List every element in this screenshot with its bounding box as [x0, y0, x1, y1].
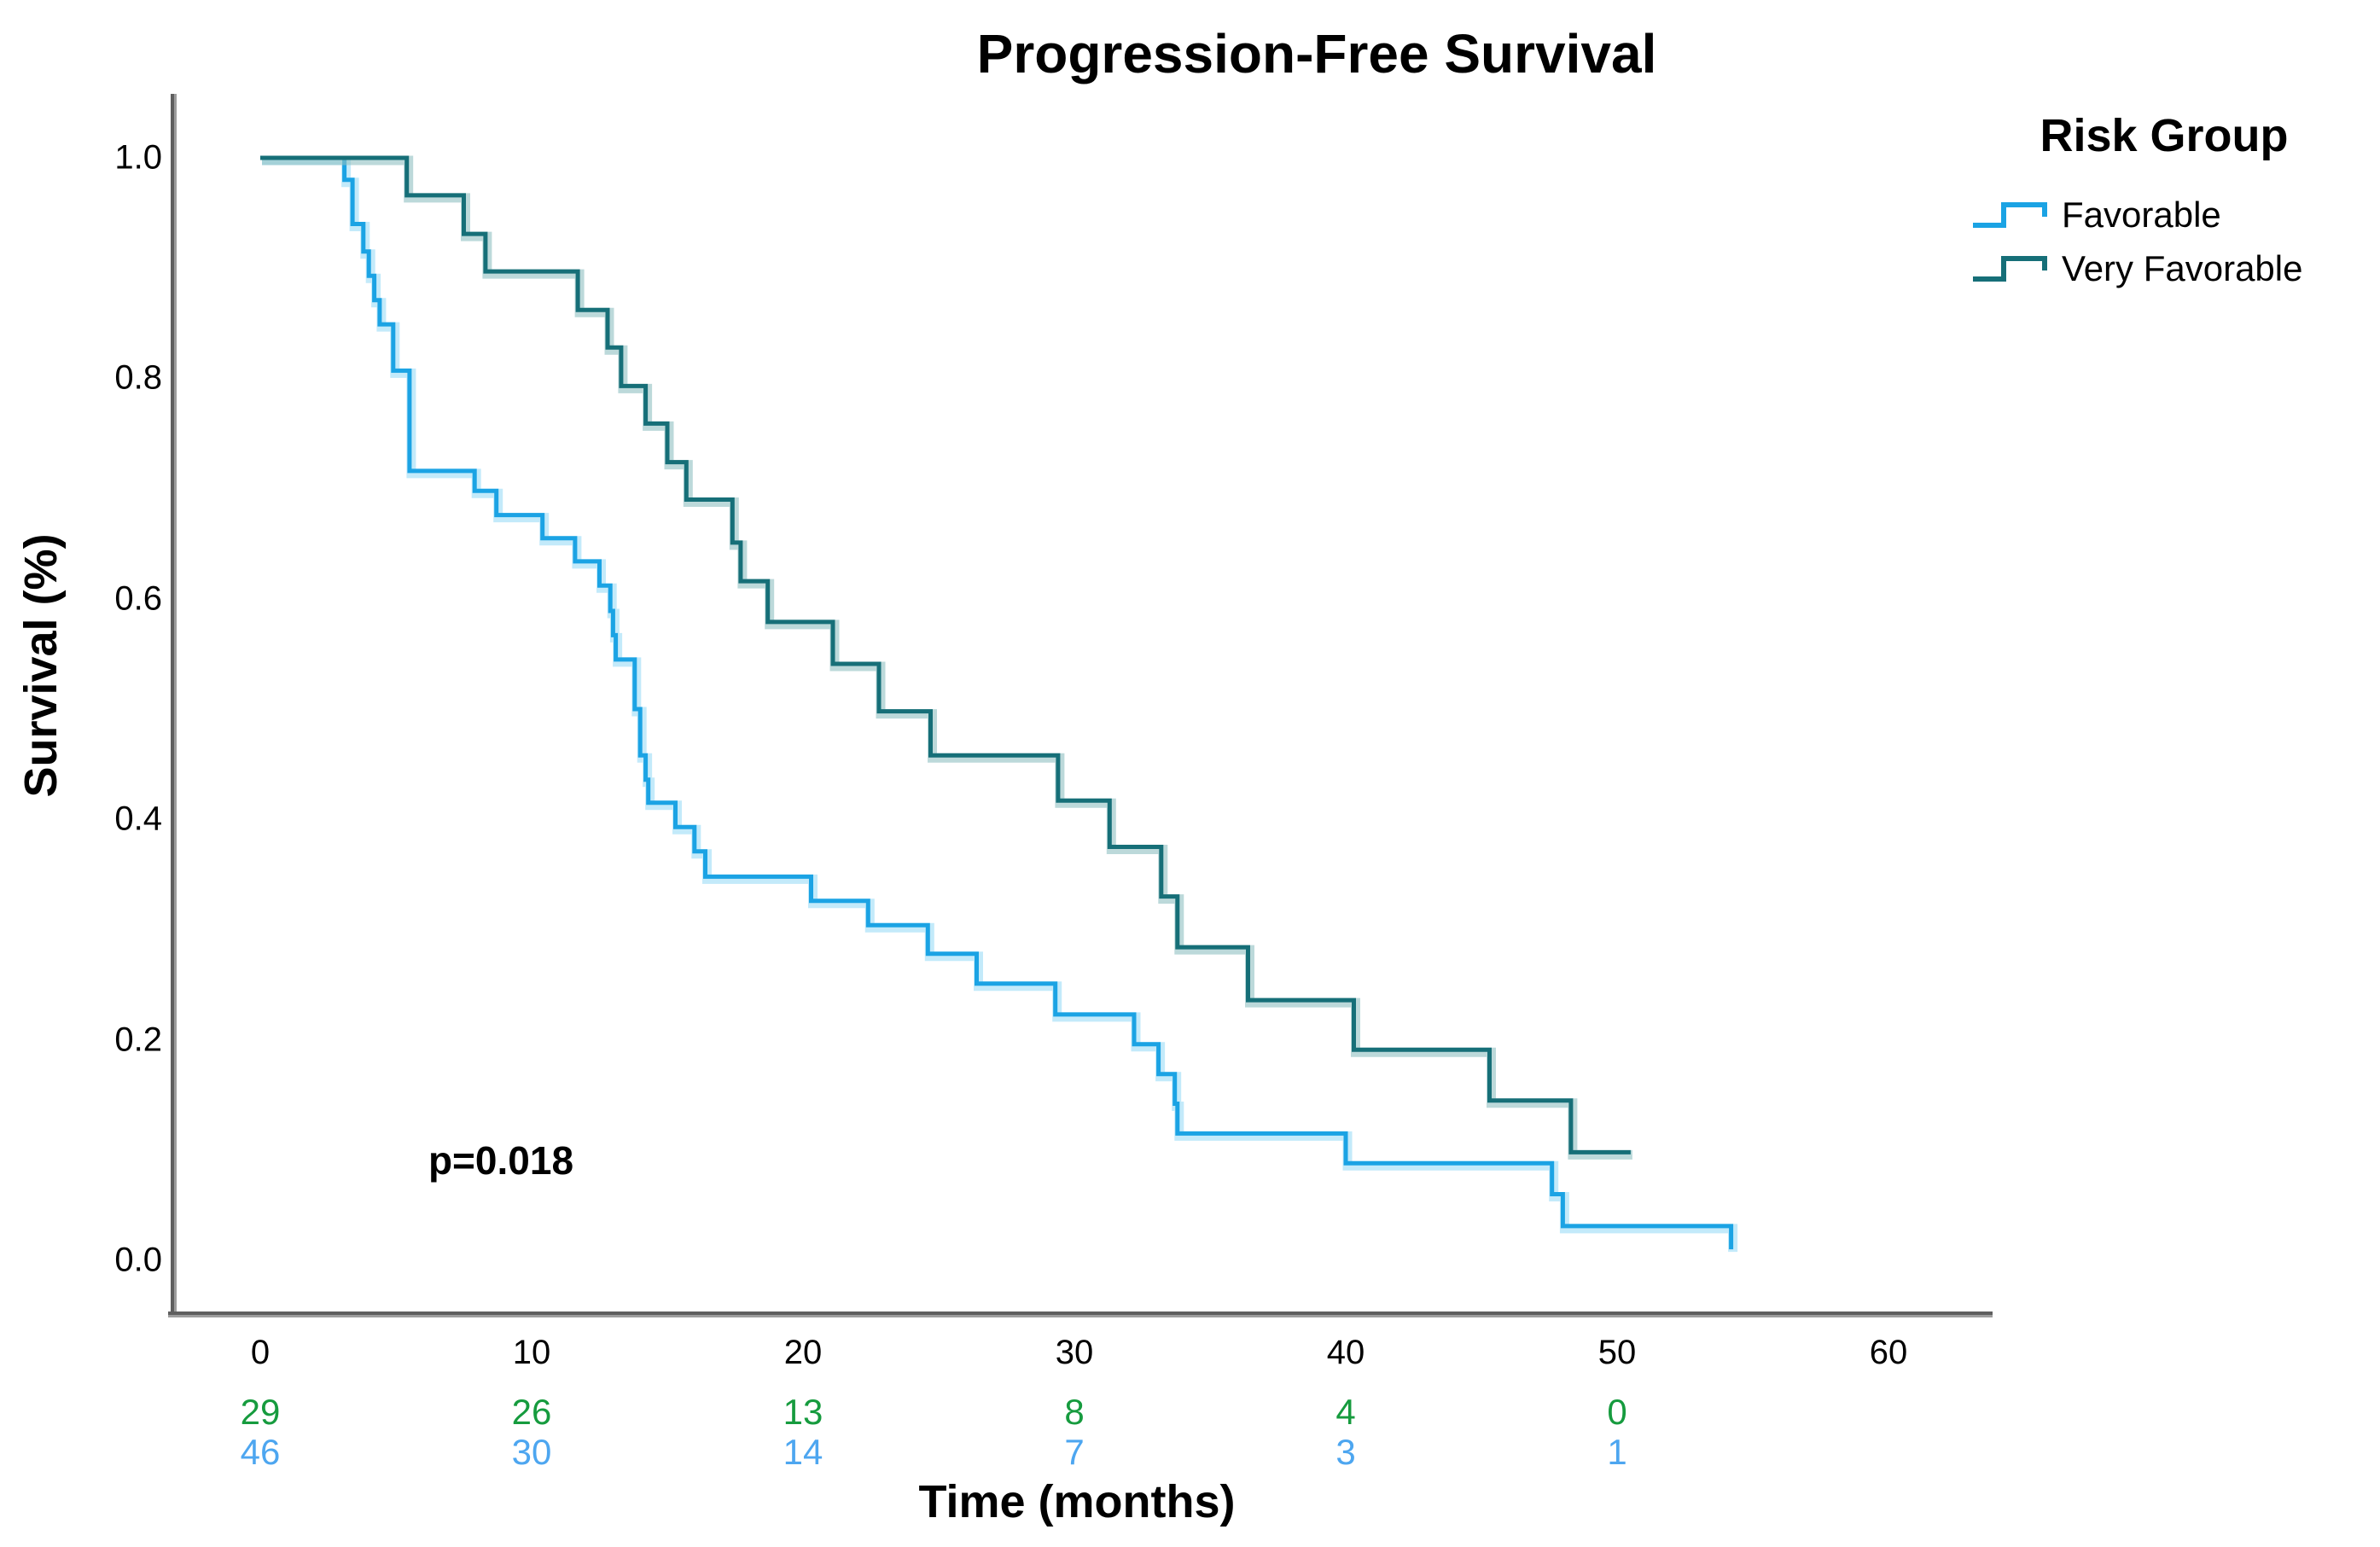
x-tick-label: 40 — [1326, 1334, 1365, 1371]
at-risk-count: 30 — [511, 1432, 552, 1472]
at-risk-count: 26 — [511, 1392, 552, 1432]
x-tick-label: 60 — [1869, 1334, 1908, 1371]
at-risk-count: 13 — [783, 1392, 823, 1432]
legend-item-label: Favorable — [2062, 195, 2221, 235]
y-tick-label: 0.0 — [114, 1241, 162, 1279]
curve-very-favorable — [260, 155, 1631, 1154]
curve-halo-very-favorable — [262, 155, 1632, 1160]
at-risk-count: 46 — [240, 1432, 281, 1472]
x-tick-label: 10 — [512, 1334, 551, 1371]
at-risk-count: 3 — [1335, 1432, 1356, 1472]
curve-halo-favorable — [262, 155, 1738, 1253]
legend-title: Risk Group — [2040, 110, 2289, 161]
km-step-curves — [260, 155, 1738, 1253]
at-risk-count: 29 — [240, 1392, 281, 1432]
at-risk-count: 14 — [783, 1432, 823, 1472]
x-tick-label: 20 — [783, 1334, 823, 1371]
x-tick-label: 50 — [1597, 1334, 1637, 1371]
at-risk-count: 7 — [1064, 1432, 1085, 1472]
legend-item-label: Very Favorable — [2062, 248, 2303, 288]
y-tick-label: 0.8 — [114, 358, 162, 397]
legend-item-very-favorable: Very Favorable — [1971, 248, 2302, 289]
at-risk-count: 1 — [1607, 1432, 1627, 1472]
favorable-step-line-icon — [1973, 202, 2047, 228]
at-risk-count: 8 — [1064, 1392, 1085, 1432]
y-tick-label: 1.0 — [114, 138, 162, 177]
at-risk-count: 0 — [1607, 1392, 1627, 1432]
y-tick-label: 0.2 — [114, 1021, 162, 1059]
p-value-annotation: p=0.018 — [428, 1138, 574, 1183]
very-favorable-step-line-icon — [1973, 256, 2047, 282]
y-tick-label: 0.6 — [114, 579, 162, 618]
y-axis-line — [171, 94, 177, 1317]
legend-item-favorable: Favorable — [1971, 195, 2221, 236]
x-tick-label: 0 — [250, 1334, 271, 1371]
x-axis-title: Time (months) — [918, 1476, 1236, 1527]
chart-title: Progression-Free Survival — [976, 23, 1657, 84]
x-axis-line — [168, 1311, 1993, 1317]
at-risk-count: 4 — [1335, 1392, 1356, 1432]
curve-favorable — [260, 155, 1734, 1250]
y-tick-label: 0.4 — [114, 800, 162, 838]
x-tick-label: 30 — [1055, 1334, 1094, 1371]
